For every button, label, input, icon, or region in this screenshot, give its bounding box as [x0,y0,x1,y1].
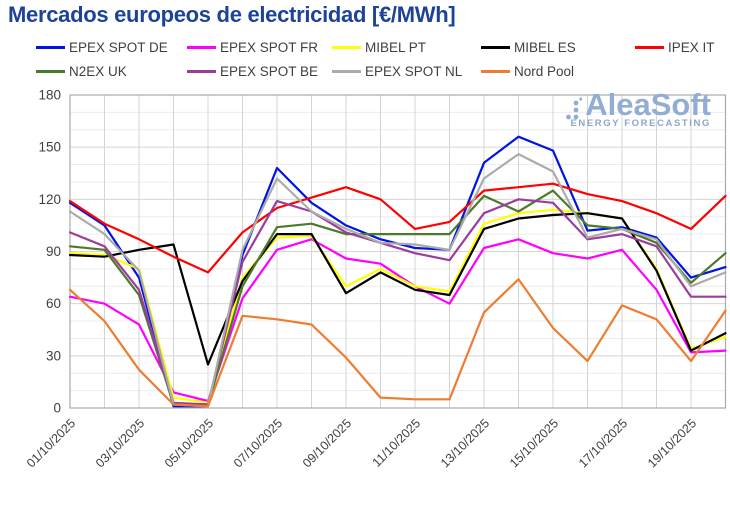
series-line-n2ex-uk [68,189,727,406]
series-line-nord-pool [68,278,727,408]
x-tick-label: 11/10/2025 [370,416,424,470]
series-line-epex-spot-be [68,198,727,406]
legend-label: EPEX SPOT FR [220,40,319,55]
series-line-epex-spot-de [68,135,727,408]
x-tick-label: 03/10/2025 [93,416,147,470]
legend-item-epex-spot-be: EPEX SPOT BE [187,64,332,79]
series-line-mibel-es [68,212,727,366]
legend-row-2: N2EX UK EPEX SPOT BE EPEX SPOT NL Nord Pool [36,64,726,79]
y-tick-label: 120 [38,192,61,207]
legend-label: IPEX IT [668,40,715,55]
legend-item-mibel-pt: MIBEL PT [332,40,481,55]
page-title: Mercados europeos de electricidad [€/MWh… [8,2,456,27]
legend-item-ipex-it: IPEX IT [635,40,726,55]
legend-swatch [332,46,361,49]
series-line-ipex-it [68,182,727,274]
y-tick-label: 90 [46,244,61,259]
legend-label: MIBEL PT [365,40,427,55]
legend-row-1: EPEX SPOT DE EPEX SPOT FR MIBEL PT MIBEL ES… [36,40,726,55]
legend-item-nord-pool: Nord Pool [481,64,635,79]
plot-border [69,94,727,409]
legend-swatch [481,70,510,73]
x-tick-label: 07/10/2025 [231,416,285,470]
x-tick-label: 15/10/2025 [507,416,561,470]
x-tick-label: 09/10/2025 [300,416,354,470]
legend-item-epex-spot-fr: EPEX SPOT FR [187,40,332,55]
x-tick-label: 01/10/2025 [24,416,78,470]
legend-label: EPEX SPOT NL [365,64,463,79]
legend-swatch [187,46,216,49]
y-tick-label: 0 [53,401,61,416]
legend-label: N2EX UK [69,64,127,79]
legend-swatch [481,46,510,49]
legend-swatch [187,70,216,73]
legend-item-epex-spot-de: EPEX SPOT DE [36,40,187,55]
y-tick-label: 150 [38,140,61,155]
series-line-epex-spot-fr [68,238,727,403]
legend-item-epex-spot-nl: EPEX SPOT NL [332,64,481,79]
y-tick-label: 60 [46,296,61,311]
legend-label: EPEX SPOT DE [69,40,168,55]
y-tick-label: 180 [38,88,61,103]
legend-swatch [36,46,65,49]
legend-label: Nord Pool [514,64,575,79]
legend-item-n2ex-uk: N2EX UK [36,64,187,79]
x-tick-label: 19/10/2025 [645,416,699,470]
legend-swatch [332,70,361,73]
x-tick-label: 13/10/2025 [438,416,492,470]
x-tick-label: 17/10/2025 [576,416,630,470]
legend-item-mibel-es: MIBEL ES [481,40,635,55]
x-tick-label: 05/10/2025 [162,416,216,470]
legend-label: MIBEL ES [514,40,576,55]
legend-label: EPEX SPOT BE [220,64,319,79]
legend-swatch [635,46,664,49]
y-tick-label: 30 [46,348,61,363]
legend-swatch [36,70,65,73]
